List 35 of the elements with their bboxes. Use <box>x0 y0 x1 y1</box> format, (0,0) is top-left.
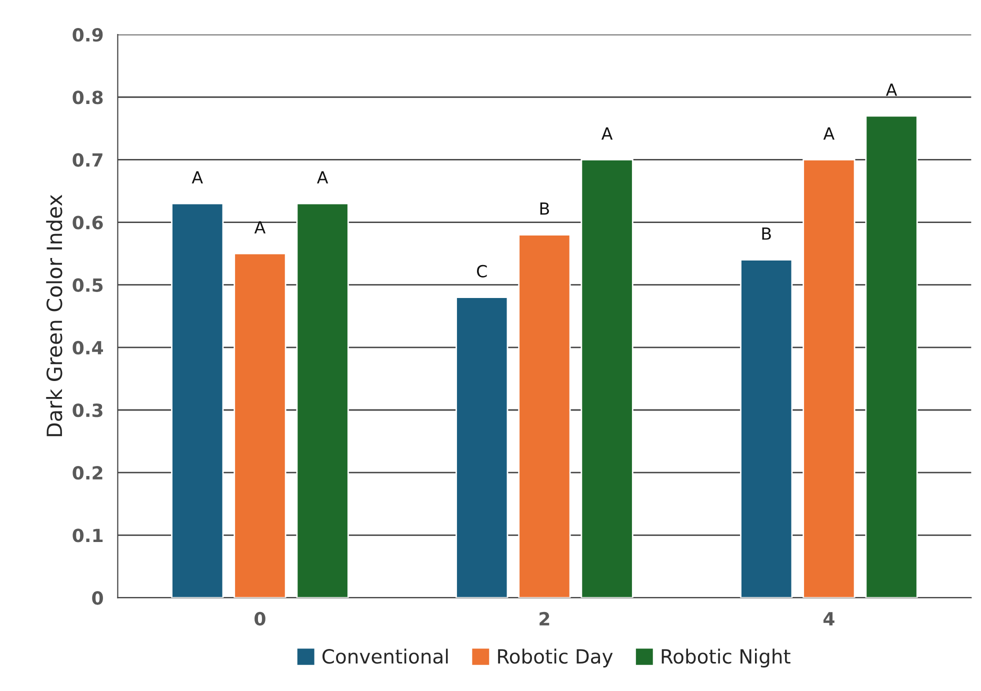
data-label: A <box>254 221 266 234</box>
bar <box>802 159 856 598</box>
data-label: A <box>823 127 835 140</box>
y-tick-label: 0 <box>92 591 103 605</box>
y-tick-label: 0.8 <box>72 90 103 104</box>
y-tick-label: 0.3 <box>72 403 102 418</box>
bar <box>171 202 224 598</box>
y-tick-label: 0.6 <box>72 216 103 230</box>
x-tick-label: 0 <box>254 612 266 626</box>
y-tick-label: 0.5 <box>72 278 103 292</box>
y-tick-label: 0.4 <box>72 340 104 355</box>
legend-label: Conventional <box>322 648 448 664</box>
legend-label: Robotic Night <box>662 648 790 668</box>
y-tick-label: 0.2 <box>72 466 102 480</box>
legend-label: Robotic Day <box>498 648 613 668</box>
y-tick-label: 0.9 <box>72 28 103 42</box>
data-label: A <box>192 171 203 184</box>
x-tick-label: 4 <box>823 612 834 626</box>
bar <box>740 259 793 598</box>
bar <box>518 234 571 598</box>
bar <box>580 159 634 598</box>
data-label: B <box>762 228 771 240</box>
y-axis-title: Dark Green Color Index <box>46 194 62 436</box>
y-tick-label: 0.7 <box>72 153 102 167</box>
y-tick-label: 0.1 <box>72 528 103 542</box>
x-tick-label: 2 <box>540 612 550 626</box>
bar <box>456 296 508 598</box>
bar <box>865 115 918 598</box>
bar <box>234 252 286 598</box>
data-label: A <box>886 84 898 96</box>
data-label: B <box>540 202 549 215</box>
data-label: C <box>476 264 487 278</box>
bar <box>296 202 349 598</box>
data-label: A <box>601 127 613 140</box>
data-label: A <box>316 171 328 184</box>
